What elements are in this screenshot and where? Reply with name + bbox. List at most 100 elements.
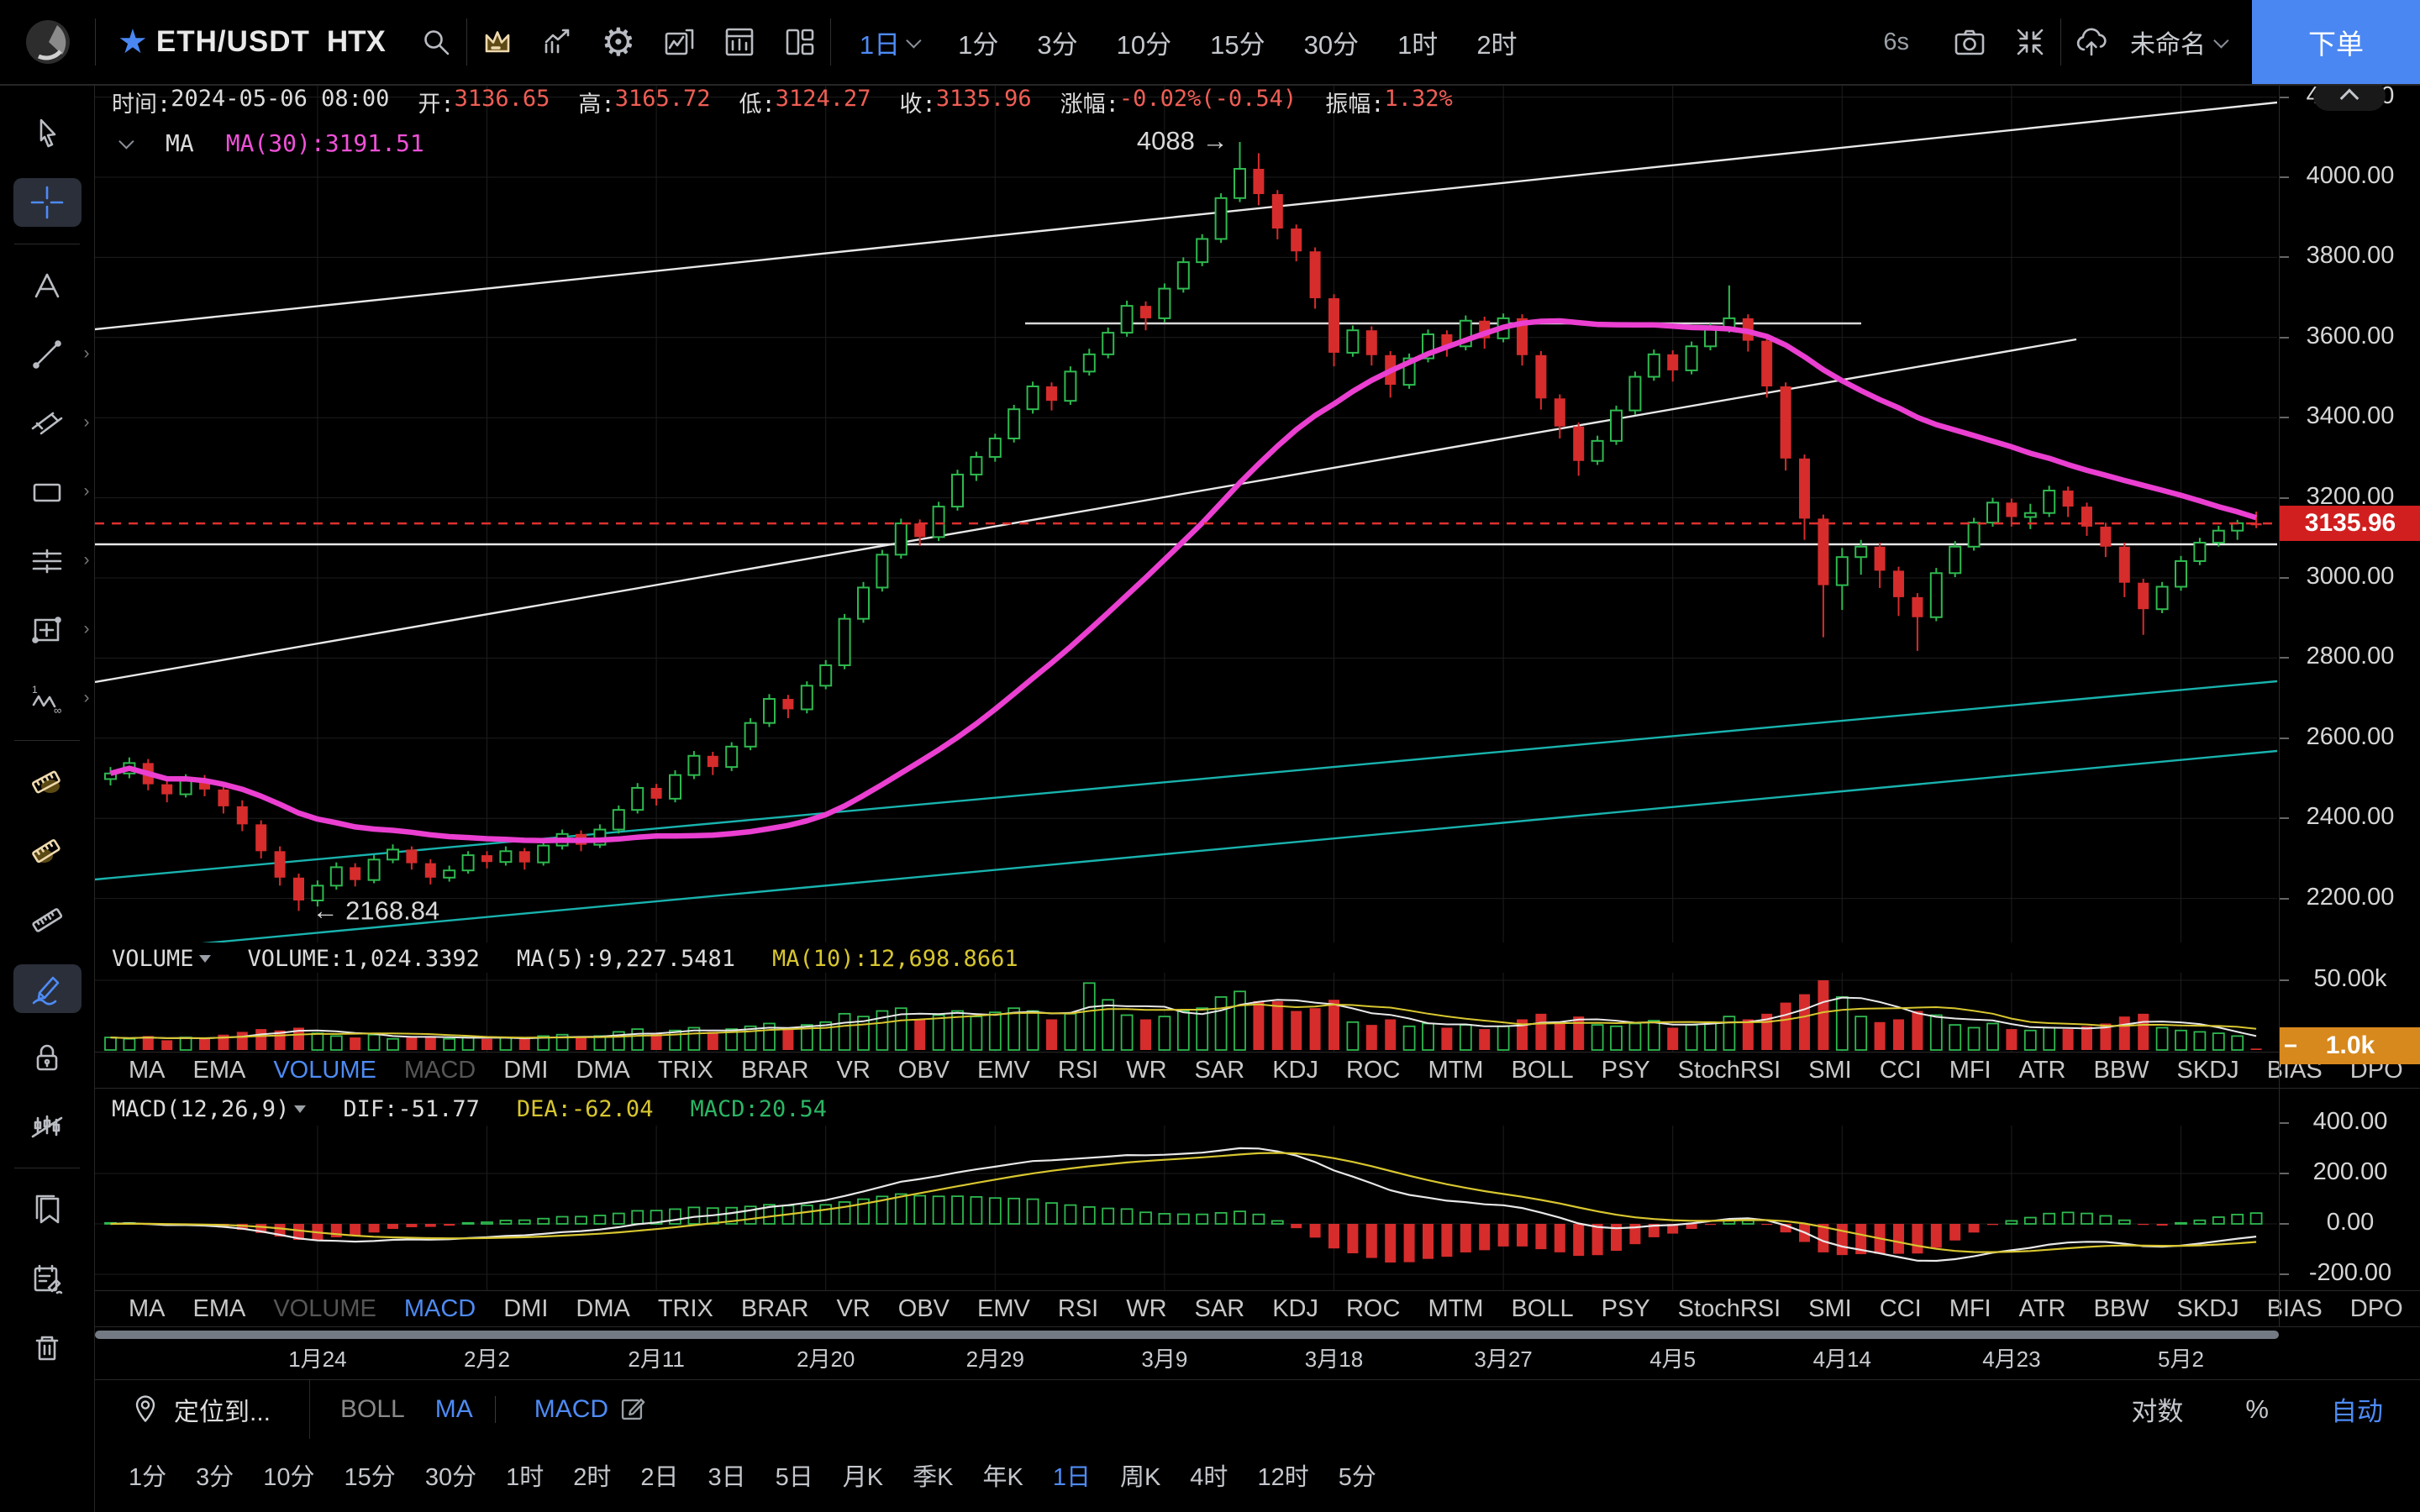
price-chart[interactable]: 4088 → ← 2168.84 (95, 84, 2277, 942)
interval-2时[interactable]: 2时 (573, 1464, 612, 1491)
auto-scale-toggle[interactable]: 自动 (2331, 1397, 2383, 1426)
interval-3日[interactable]: 3日 (708, 1464, 746, 1491)
tab-smi[interactable]: SMI (1808, 1294, 1852, 1322)
indicator-boll[interactable]: BOLL (340, 1394, 405, 1423)
interval-月K[interactable]: 月K (842, 1464, 884, 1491)
interval-10分[interactable]: 10分 (1116, 29, 1172, 60)
tab-obv[interactable]: OBV (897, 1294, 950, 1322)
interval-1分[interactable]: 1分 (958, 29, 999, 60)
pane-kline-icon[interactable] (649, 12, 709, 72)
layout-name[interactable]: 未命名 (2130, 31, 2206, 59)
tab-stochrsi[interactable]: StochRSI (1677, 1294, 1781, 1322)
chevron-right-icon[interactable]: › (83, 618, 90, 638)
indicator-ma[interactable]: MA (434, 1394, 473, 1423)
tab-volume[interactable]: VOLUME (273, 1056, 376, 1084)
interval-季K[interactable]: 季K (913, 1464, 954, 1491)
tab-stochrsi[interactable]: StochRSI (1677, 1056, 1781, 1084)
chevron-right-icon[interactable]: › (83, 549, 90, 570)
interval-年K[interactable]: 年K (982, 1464, 1023, 1491)
cloud-upload-icon[interactable] (2061, 12, 2122, 72)
tab-sar[interactable]: SAR (1194, 1294, 1245, 1322)
tab-ema[interactable]: EMA (192, 1056, 246, 1084)
locate-pin-icon[interactable] (129, 1391, 162, 1428)
collapse-icon[interactable] (2000, 12, 2060, 72)
chevron-right-icon[interactable]: › (83, 687, 90, 707)
chevron-right-icon[interactable]: › (83, 343, 90, 363)
tool-fib-retracement[interactable]: › (0, 527, 95, 596)
interval-3分[interactable]: 3分 (196, 1464, 234, 1491)
app-logo[interactable] (0, 18, 95, 66)
interval-5分[interactable]: 5分 (1338, 1464, 1376, 1491)
tool-brush[interactable] (0, 954, 95, 1023)
tab-kdj[interactable]: KDJ (1272, 1294, 1318, 1322)
tool-measure[interactable]: › (0, 596, 95, 664)
interval-5日[interactable]: 5日 (775, 1464, 813, 1491)
tab-trix[interactable]: TRIX (657, 1294, 713, 1322)
tab-cci[interactable]: CCI (1879, 1056, 1922, 1084)
interval-2日[interactable]: 2日 (640, 1464, 679, 1491)
tool-trend-line[interactable]: › (0, 320, 95, 389)
tab-vr[interactable]: VR (836, 1056, 871, 1084)
tab-emv[interactable]: EMV (977, 1056, 1030, 1084)
pane-layout-icon[interactable] (770, 12, 830, 72)
tab-brar[interactable]: BRAR (740, 1294, 809, 1322)
tab-bbw[interactable]: BBW (2093, 1294, 2149, 1322)
interval-12时[interactable]: 12时 (1257, 1464, 1309, 1491)
volume-chart[interactable] (95, 973, 2277, 1052)
tab-dma[interactable]: DMA (576, 1294, 630, 1322)
chevron-right-icon[interactable]: › (83, 412, 90, 432)
tab-emv[interactable]: EMV (977, 1294, 1030, 1322)
tab-roc[interactable]: ROC (1345, 1294, 1401, 1322)
tab-macd[interactable]: MACD (403, 1294, 476, 1322)
tool-gold-ruler-a[interactable] (0, 748, 95, 816)
tab-wr[interactable]: WR (1126, 1056, 1167, 1084)
interval-1时[interactable]: 1时 (1397, 29, 1439, 60)
tab-atr[interactable]: ATR (2018, 1056, 2066, 1084)
tab-dma[interactable]: DMA (576, 1056, 630, 1084)
horizontal-scrollbar[interactable] (95, 1331, 2279, 1339)
macd-chart[interactable] (95, 1126, 2277, 1290)
collapse-pane-button[interactable] (2313, 81, 2386, 111)
ma-group-label[interactable]: MA (166, 129, 194, 157)
tab-brar[interactable]: BRAR (740, 1056, 809, 1084)
interval-30分[interactable]: 30分 (424, 1464, 477, 1491)
tab-ma[interactable]: MA (129, 1294, 166, 1322)
tab-rsi[interactable]: RSI (1057, 1056, 1099, 1084)
log-scale-toggle[interactable]: 对数 (2131, 1397, 2184, 1426)
tab-mtm[interactable]: MTM (1428, 1056, 1484, 1084)
tab-dmi[interactable]: DMI (503, 1294, 549, 1322)
camera-icon[interactable] (1939, 12, 2000, 72)
tab-trix[interactable]: TRIX (657, 1056, 713, 1084)
tool-gold-ruler-b[interactable] (0, 816, 95, 885)
interval-1日[interactable]: 1日 (1052, 1464, 1091, 1491)
tab-kdj[interactable]: KDJ (1272, 1056, 1318, 1084)
interval-周K[interactable]: 周K (1119, 1464, 1161, 1491)
tab-obv[interactable]: OBV (897, 1056, 950, 1084)
tool-text-tool[interactable] (0, 251, 95, 320)
tool-notes[interactable] (0, 1244, 95, 1313)
interval-10分[interactable]: 10分 (263, 1464, 315, 1491)
tab-mtm[interactable]: MTM (1428, 1294, 1484, 1322)
tab-smi[interactable]: SMI (1808, 1056, 1852, 1084)
tab-skdj[interactable]: SKDJ (2176, 1294, 2239, 1322)
chevron-right-icon[interactable]: › (83, 480, 90, 501)
interval-15分[interactable]: 15分 (344, 1464, 396, 1491)
interval-30分[interactable]: 30分 (1303, 29, 1360, 60)
tool-ruler[interactable] (0, 885, 95, 954)
tab-rsi[interactable]: RSI (1057, 1294, 1099, 1322)
tab-bbw[interactable]: BBW (2093, 1056, 2149, 1084)
sub-indicator-button[interactable]: MACD (534, 1394, 609, 1423)
tab-dmi[interactable]: DMI (503, 1056, 549, 1084)
interval-15分[interactable]: 15分 (1210, 29, 1265, 60)
tab-boll[interactable]: BOLL (1511, 1056, 1574, 1084)
tab-sar[interactable]: SAR (1194, 1056, 1245, 1084)
tab-ema[interactable]: EMA (192, 1294, 246, 1322)
order-button[interactable]: 下单 (2252, 0, 2420, 84)
tab-psy[interactable]: PSY (1601, 1056, 1650, 1084)
tool-hide-drawings[interactable] (0, 1092, 95, 1161)
price-axis[interactable]: 3135.96 1.0k 4200.004000.003800.003600.0… (2279, 81, 2420, 1327)
tool-elliott-wave[interactable]: 1 ∞ › (0, 664, 95, 733)
tab-roc[interactable]: ROC (1345, 1056, 1401, 1084)
tab-wr[interactable]: WR (1126, 1294, 1167, 1322)
tab-ma[interactable]: MA (129, 1056, 166, 1084)
